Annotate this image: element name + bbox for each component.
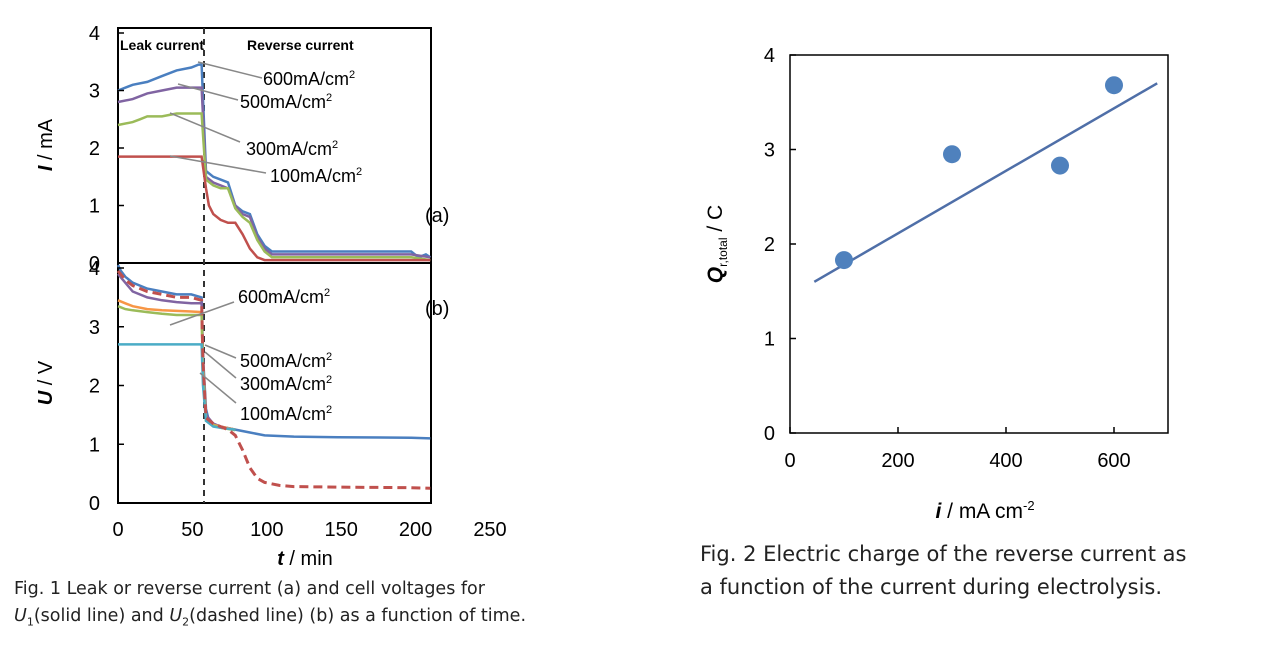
- fig1-panel-b-y-tick-label: 4: [89, 258, 100, 280]
- fig2-data-point: [1051, 156, 1069, 175]
- fig2-xlabel: i / mA cm-2: [935, 498, 1034, 523]
- callout-100-a: 100mA/cm2: [270, 166, 362, 186]
- fig2-caption-line2: a function of the current during electro…: [700, 575, 1163, 599]
- fig1-panel-b-series-line: [117, 305, 236, 432]
- fig1-panel-a-ylabel: I / mA: [35, 118, 57, 171]
- callout-leader: [169, 301, 235, 326]
- fig2-ylabel: Qr,total / C: [704, 205, 730, 283]
- fig1-caption-line1: Fig. 1 Leak or reverse current (a) and c…: [14, 579, 485, 599]
- fig2-marks: [813, 76, 1158, 283]
- fig2-y-tick-label: 2: [764, 234, 775, 256]
- fig2-plot-frame: [789, 54, 1169, 434]
- fig1-panel-b-frame: [117, 262, 432, 504]
- fig1-x-tick-label: 250: [473, 519, 506, 541]
- fig2-data-point: [835, 251, 853, 270]
- fig2-x-tick-label: 0: [784, 450, 795, 472]
- fig1-reverse-current-label: Reverse current: [247, 37, 354, 53]
- fig1-caption-line2: U1(solid line) and U2(dashed line) (b) a…: [14, 606, 527, 629]
- fig1-panel-b-callouts: 600mA/cm2 500mA/cm2 300mA/cm2 100mA/cm2: [169, 287, 332, 424]
- fig1-panel-b-y-tick-label: 1: [89, 434, 100, 456]
- callout-500-a: 500mA/cm2: [240, 92, 332, 112]
- fig1-panel-b-series-line: [118, 343, 236, 431]
- fig1-panel-a-y-tick-label: 4: [89, 23, 100, 45]
- fig1-panel-a-callouts: 600mA/cm2 500mA/cm2 300mA/cm2 100mA/cm2: [169, 61, 362, 186]
- fig1-panel-b-series: [116, 264, 431, 490]
- fig1-panel-b-series-line: [117, 273, 236, 431]
- fig1-panel-a-y-tick-label: 3: [89, 81, 100, 103]
- fig2-data-point: [943, 145, 961, 164]
- fig1-panel-a-series-line: [118, 155, 431, 262]
- fig2-data-point: [1105, 76, 1123, 95]
- fig1-x-tick-label: 0: [112, 519, 123, 541]
- fig2-caption: Fig. 2 Electric charge of the reverse cu…: [700, 538, 1270, 604]
- fig1-panel-b-y-tick-label: 2: [89, 376, 100, 398]
- fig2-y-tick-label: 3: [764, 140, 775, 162]
- fig1-panel-b-label: (b): [425, 298, 449, 320]
- fig1-panel-a-label: (a): [425, 205, 449, 227]
- callout-leader: [204, 344, 237, 359]
- fig1-x-ticks: 0 50 100 150 200 250: [112, 519, 506, 541]
- fig1-caption: Fig. 1 Leak or reverse current (a) and c…: [14, 576, 654, 636]
- fig1-panel-b-series-line: [117, 299, 236, 431]
- callout-leader: [197, 61, 263, 79]
- fig1-x-tick-label: 200: [399, 519, 432, 541]
- callout-600-b: 600mA/cm2: [238, 287, 330, 307]
- fig1-panel-b-y-tick-label: 0: [89, 493, 100, 515]
- callout-100-b: 100mA/cm2: [240, 404, 332, 424]
- callout-leader: [177, 83, 239, 101]
- fig1-panel-b-ylabel: U / V: [35, 360, 57, 405]
- fig1-panel-a-ticks: 0 1 2 3 4: [89, 23, 124, 275]
- fig1-panel-a-y-tick-label: 0: [89, 253, 100, 275]
- callout-leader: [169, 112, 241, 143]
- fig1-panel-b-y-tick-label: 3: [89, 317, 100, 339]
- fig1-x-tick-label: 150: [325, 519, 358, 541]
- fig2-caption-line1: Fig. 2 Electric charge of the reverse cu…: [700, 542, 1187, 566]
- fig1-panel-b-ticks: 0 1 2 3 4: [89, 258, 124, 515]
- fig2-x-tick-label: 200: [881, 450, 914, 472]
- fig2-x-tick-label: 400: [989, 450, 1022, 472]
- fig1-x-tick-label: 50: [181, 519, 203, 541]
- fig1-panel-a-y-tick-label: 2: [89, 138, 100, 160]
- callout-300-a: 300mA/cm2: [246, 139, 338, 159]
- fig1-x-tick-label: 100: [250, 519, 283, 541]
- fig2-fit-line: [813, 82, 1158, 283]
- fig1-leak-current-label: Leak current: [120, 37, 204, 53]
- fig2-x-tick-label: 600: [1097, 450, 1130, 472]
- callout-300-b: 300mA/cm2: [240, 374, 332, 394]
- fig1-panel-a-series-line: [117, 112, 431, 262]
- fig1-panel-a-series: [117, 63, 431, 262]
- fig2-ticks: 0 1 2 3 4 0 200 400 600: [764, 45, 1131, 472]
- callout-500-b: 500mA/cm2: [240, 351, 332, 371]
- callout-leader: [199, 372, 237, 404]
- fig1-panel-b-series-line: [116, 269, 431, 490]
- fig2-y-tick-label: 1: [764, 329, 775, 351]
- fig1-panel-a-y-tick-label: 1: [89, 196, 100, 218]
- fig1-xlabel: t / min: [277, 548, 333, 570]
- callout-600-a: 600mA/cm2: [263, 69, 355, 89]
- fig2-y-tick-label: 0: [764, 423, 775, 445]
- fig2-y-tick-label: 4: [764, 45, 775, 67]
- callout-leader: [204, 351, 237, 379]
- callout-leader: [169, 155, 267, 174]
